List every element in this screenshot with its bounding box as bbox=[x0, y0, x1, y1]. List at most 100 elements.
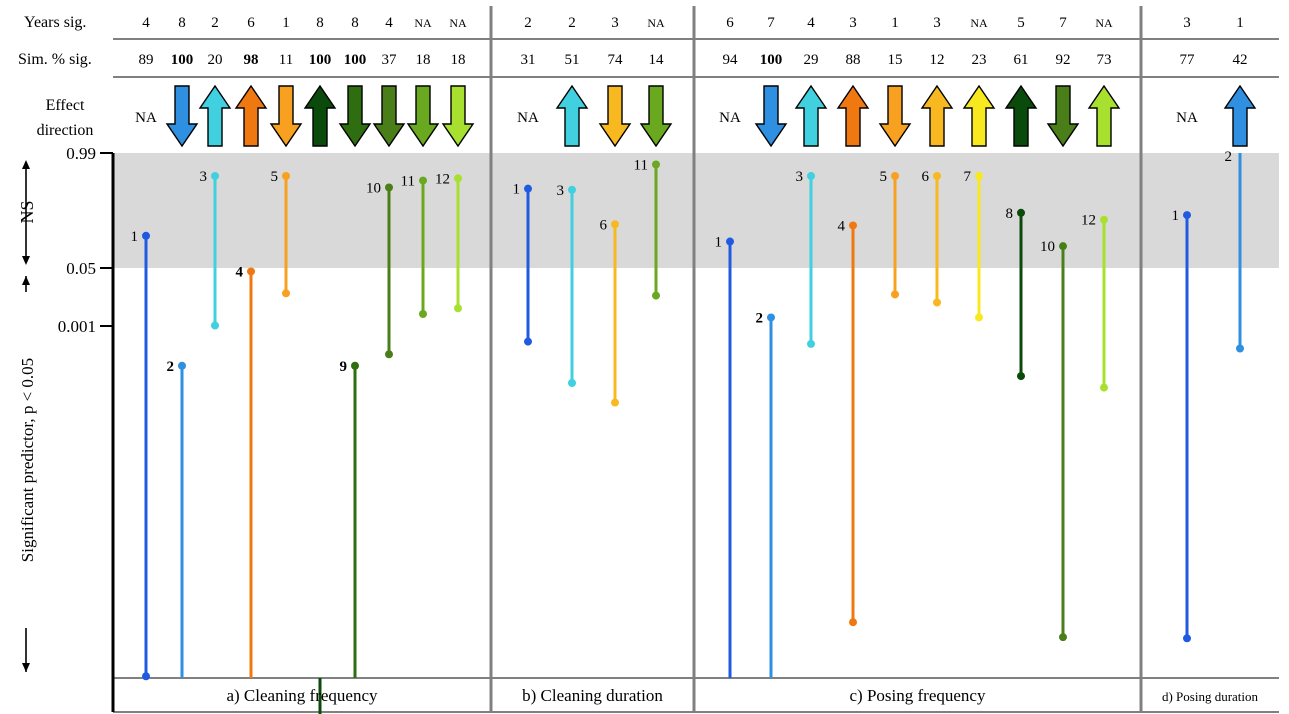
ns-band bbox=[113, 153, 1279, 268]
range-label: 2 bbox=[1225, 149, 1233, 165]
range-label: 9 bbox=[340, 359, 348, 375]
range-label: 6 bbox=[922, 169, 930, 185]
panel-title: b) Cleaning duration bbox=[522, 686, 663, 705]
up-arrow-icon bbox=[1223, 84, 1257, 147]
range-bottom-point bbox=[807, 339, 815, 348]
years-sig-value: 7 bbox=[1059, 15, 1067, 31]
years-sig-value: 2 bbox=[524, 15, 532, 31]
sim-pct-sig-label: Sim. % sig. bbox=[18, 51, 92, 68]
sim-pct-value: 100 bbox=[309, 52, 332, 68]
range-bottom-point bbox=[849, 618, 857, 627]
up-arrow-icon bbox=[303, 84, 337, 147]
range-bottom-point bbox=[975, 313, 983, 322]
sim-pct-value: 73 bbox=[1097, 52, 1112, 68]
years-sig-value: 3 bbox=[1183, 15, 1191, 31]
down-arrow-icon bbox=[165, 85, 199, 148]
range-bottom-point bbox=[385, 350, 393, 359]
sim-pct-value: 61 bbox=[1014, 52, 1029, 68]
range-label: 6 bbox=[600, 217, 608, 233]
years-sig-value: NA bbox=[414, 16, 432, 30]
down-arrow-icon bbox=[598, 85, 632, 148]
sim-pct-value: 74 bbox=[608, 52, 624, 68]
years-sig-value: NA bbox=[449, 16, 467, 30]
years-sig-value: 1 bbox=[891, 15, 899, 31]
range-top-point bbox=[142, 231, 150, 240]
range-label: 3 bbox=[200, 169, 208, 185]
effect-direction-na: NA bbox=[1176, 110, 1198, 126]
years-sig-value: 4 bbox=[807, 15, 815, 31]
y-tick-label: 0.99 bbox=[66, 144, 96, 163]
years-sig-value: 3 bbox=[849, 15, 857, 31]
range-label: 2 bbox=[756, 310, 764, 326]
panel-title: a) Cleaning frequency bbox=[226, 686, 378, 705]
sim-pct-value: 20 bbox=[208, 52, 223, 68]
years-sig-value: 8 bbox=[351, 15, 359, 31]
range-label: 10 bbox=[366, 181, 381, 197]
range-bottom-point bbox=[1100, 383, 1108, 392]
up-arrow-icon bbox=[794, 84, 828, 147]
down-arrow-icon bbox=[338, 85, 372, 148]
sig-bracket-head bbox=[22, 276, 30, 285]
y-tick-label: 0.05 bbox=[66, 259, 96, 278]
up-arrow-icon bbox=[555, 84, 589, 147]
range-top-point bbox=[568, 185, 576, 194]
ns-bracket-head bbox=[22, 160, 30, 169]
effect-direction-na: NA bbox=[517, 110, 539, 126]
down-arrow-icon bbox=[269, 85, 303, 148]
range-top-point bbox=[454, 174, 462, 183]
sim-pct-value: 94 bbox=[723, 52, 739, 68]
range-bottom-point bbox=[891, 290, 899, 299]
panel-title: c) Posing frequency bbox=[850, 686, 986, 705]
years-sig-value: NA bbox=[970, 16, 988, 30]
sim-pct-value: 89 bbox=[139, 52, 154, 68]
sim-pct-value: 100 bbox=[760, 52, 783, 68]
sim-pct-value: 15 bbox=[888, 52, 903, 68]
sim-pct-value: 37 bbox=[382, 52, 398, 68]
up-arrow-icon bbox=[198, 84, 232, 147]
sim-pct-value: 23 bbox=[972, 52, 987, 68]
ns-bracket-head bbox=[22, 256, 30, 265]
range-bottom-point bbox=[282, 289, 290, 298]
range-label: 2 bbox=[167, 359, 175, 375]
range-bottom-point bbox=[524, 337, 532, 346]
up-arrow-icon bbox=[234, 84, 268, 147]
sim-pct-value: 18 bbox=[416, 52, 431, 68]
range-top-point bbox=[975, 172, 983, 180]
range-top-point bbox=[891, 172, 899, 180]
range-label: 3 bbox=[796, 169, 804, 185]
range-top-point bbox=[726, 237, 734, 246]
range-label: 12 bbox=[1081, 213, 1096, 229]
range-top-point bbox=[611, 220, 619, 229]
range-bottom-point bbox=[1183, 634, 1191, 643]
sim-pct-value: 11 bbox=[279, 52, 293, 68]
years-sig-value: 4 bbox=[385, 15, 393, 31]
range-bottom-point bbox=[1059, 633, 1067, 642]
range-bottom-point bbox=[211, 321, 219, 330]
range-bottom-point bbox=[142, 672, 150, 681]
years-sig-value: 6 bbox=[726, 15, 734, 31]
range-bottom-point bbox=[611, 398, 619, 407]
years-sig-value: 3 bbox=[611, 15, 619, 31]
sim-pct-value: 100 bbox=[171, 52, 194, 68]
range-top-point bbox=[1183, 211, 1191, 220]
down-arrow-icon bbox=[878, 85, 912, 148]
range-top-point bbox=[247, 267, 255, 276]
years-sig-value: 3 bbox=[933, 15, 941, 31]
range-top-point bbox=[849, 221, 857, 230]
range-label: 8 bbox=[1006, 206, 1014, 222]
range-bottom-point bbox=[419, 310, 427, 318]
sim-pct-value: 77 bbox=[1180, 52, 1196, 68]
effect-direction-na: NA bbox=[135, 110, 157, 126]
years-sig-value: 8 bbox=[316, 15, 324, 31]
range-top-point bbox=[385, 183, 393, 192]
down-arrow-icon bbox=[639, 85, 673, 148]
range-top-point bbox=[807, 172, 815, 180]
ns-label: NS bbox=[17, 200, 37, 223]
down-arrow-icon bbox=[1046, 85, 1080, 148]
range-bottom-point bbox=[568, 379, 576, 387]
years-sig-value: 1 bbox=[282, 15, 290, 31]
range-label: 12 bbox=[435, 171, 450, 187]
effect-direction-label: direction bbox=[37, 122, 94, 139]
range-top-point bbox=[178, 361, 186, 370]
range-label: 10 bbox=[1040, 239, 1055, 255]
